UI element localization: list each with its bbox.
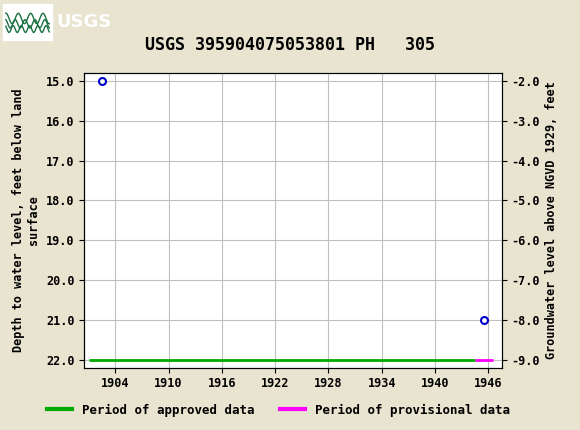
Y-axis label: Groundwater level above NGVD 1929, feet: Groundwater level above NGVD 1929, feet [545, 81, 559, 359]
Legend: Period of approved data, Period of provisional data: Period of approved data, Period of provi… [42, 399, 514, 421]
FancyBboxPatch shape [3, 4, 52, 40]
Text: USGS 395904075053801 PH   305: USGS 395904075053801 PH 305 [145, 36, 435, 54]
Y-axis label: Depth to water level, feet below land
surface: Depth to water level, feet below land su… [12, 89, 41, 352]
Text: USGS: USGS [57, 13, 112, 31]
